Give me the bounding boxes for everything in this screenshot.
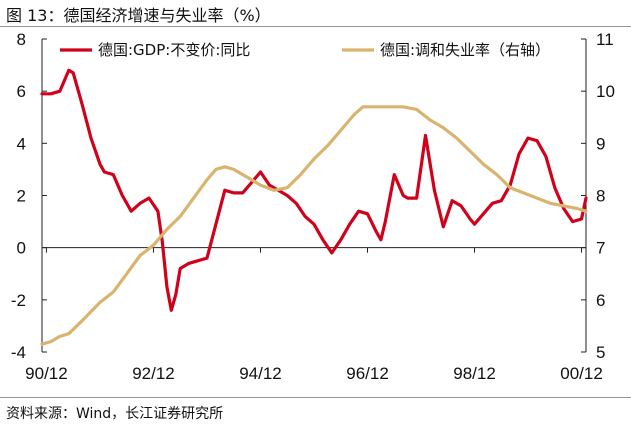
y-right-tick-label: 9 [596,134,605,153]
x-tick-label: 96/12 [346,364,389,383]
x-tick-label: 90/12 [25,364,68,383]
top-rule [0,26,631,27]
y-left-tick-label: 6 [17,82,26,101]
x-tick-label: 92/12 [132,364,175,383]
x-tick-label: 00/12 [560,364,603,383]
figure-title: 图 13：德国经济增速与失业率（%） [6,6,271,25]
legend: 德国:GDP:不变价:同比 德国:调和失业率（右轴） [60,41,550,59]
y-left-tick-label: 8 [17,30,26,49]
y-left-tick-label: 2 [17,187,26,206]
y-left-tick-label: 4 [17,134,26,153]
series-lines [40,68,588,346]
y-left-tick-label: -4 [11,343,26,362]
y-right-tick-label: 11 [596,30,614,49]
series-line-gdp [40,68,588,312]
axes: -4 -2 0 2 4 6 8 5 6 7 8 9 10 11 90/12 92/12 94/12 96/12 98… [11,30,615,383]
series-line-unemployment [40,105,588,346]
x-tick-label: 94/12 [239,364,282,383]
y-left-tick-label: -2 [11,291,26,310]
y-right-tick-label: 5 [596,343,605,362]
y-right-tick-label: 7 [596,239,605,258]
x-tick-label: 98/12 [453,364,496,383]
y-right-tick-label: 10 [596,82,615,101]
bottom-rule [0,397,631,398]
legend-label: 德国:调和失业率（右轴） [380,41,550,59]
y-right-tick-label: 8 [596,187,605,206]
y-left-tick-label: 0 [17,239,26,258]
source-note: 资料来源：Wind，长江证券研究所 [6,406,224,422]
y-right-tick-label: 6 [596,291,605,310]
legend-label: 德国:GDP:不变价:同比 [98,41,250,59]
